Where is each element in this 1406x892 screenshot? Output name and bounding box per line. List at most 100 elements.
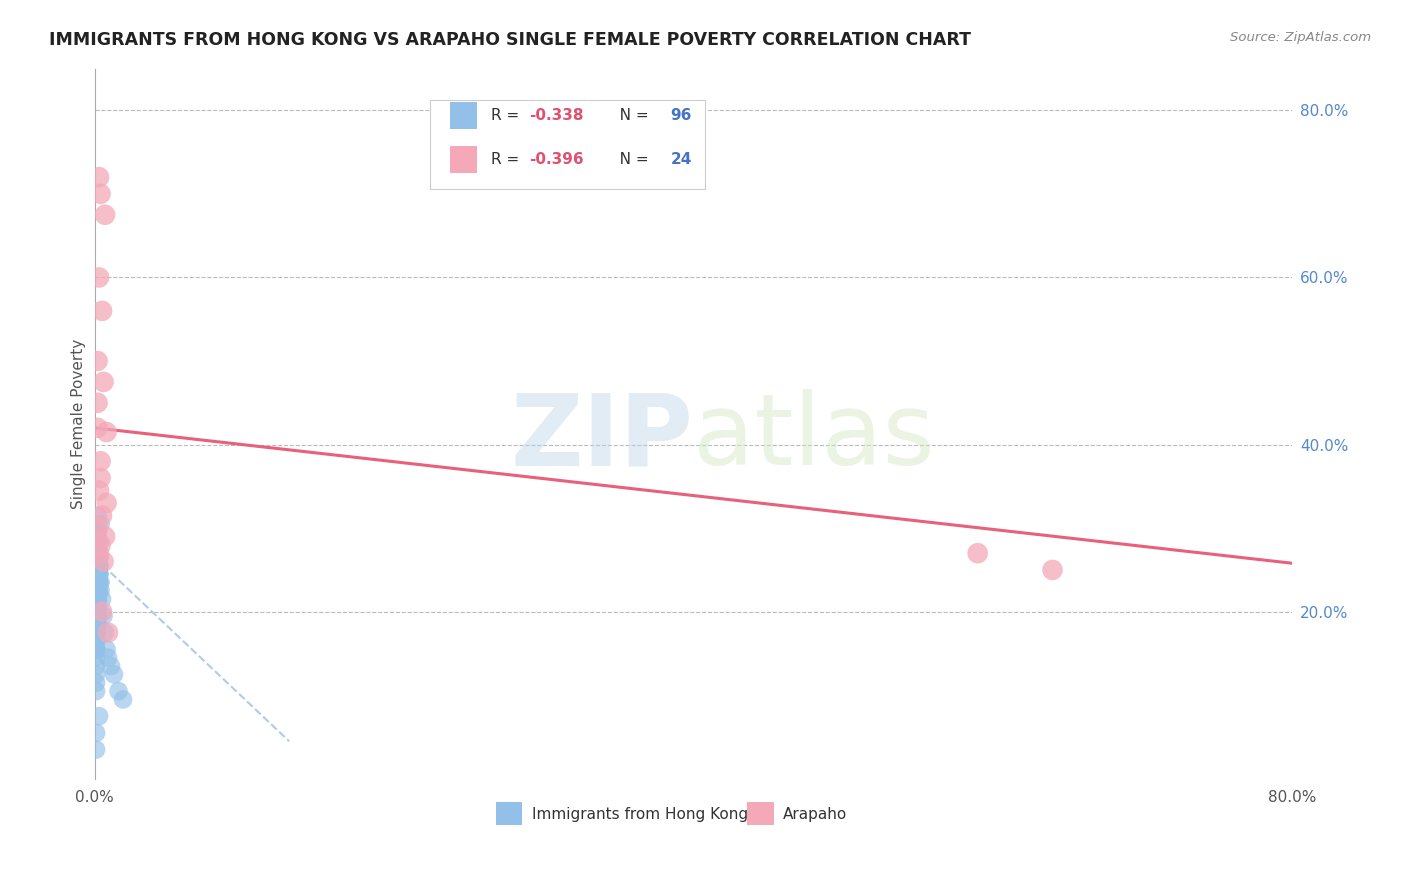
Point bbox=[86, 558, 108, 573]
Point bbox=[84, 600, 107, 615]
Point bbox=[84, 617, 107, 632]
Point bbox=[87, 558, 110, 573]
Point bbox=[87, 270, 110, 285]
Point bbox=[90, 538, 112, 552]
Point bbox=[91, 508, 114, 523]
Point bbox=[84, 625, 107, 640]
Point bbox=[86, 550, 108, 565]
Point bbox=[91, 304, 114, 318]
Point bbox=[84, 617, 107, 632]
Point bbox=[90, 454, 112, 468]
Point bbox=[84, 642, 107, 657]
FancyBboxPatch shape bbox=[450, 102, 477, 129]
Point bbox=[87, 533, 110, 548]
Point bbox=[84, 625, 107, 640]
Point bbox=[86, 592, 108, 607]
Point bbox=[84, 625, 107, 640]
Point bbox=[86, 396, 108, 410]
Point bbox=[90, 583, 112, 598]
Point bbox=[94, 529, 117, 543]
Point bbox=[86, 600, 108, 615]
Point bbox=[84, 742, 107, 756]
Point bbox=[84, 617, 107, 632]
Point bbox=[84, 659, 107, 673]
Point bbox=[84, 667, 107, 681]
Point bbox=[84, 567, 107, 582]
Point bbox=[90, 186, 112, 201]
Point bbox=[103, 667, 125, 681]
Point bbox=[90, 516, 112, 531]
Point bbox=[93, 375, 115, 389]
Point bbox=[90, 471, 112, 485]
Point bbox=[87, 558, 110, 573]
Text: R =: R = bbox=[491, 152, 524, 167]
Point bbox=[87, 567, 110, 582]
Point bbox=[84, 642, 107, 657]
Point bbox=[86, 558, 108, 573]
Point bbox=[86, 592, 108, 607]
Point bbox=[91, 605, 114, 619]
Point bbox=[87, 567, 110, 582]
Point bbox=[86, 617, 108, 632]
FancyBboxPatch shape bbox=[747, 802, 773, 825]
Point bbox=[86, 592, 108, 607]
Point bbox=[100, 659, 122, 673]
Point bbox=[86, 567, 108, 582]
Point bbox=[84, 542, 107, 557]
Point bbox=[87, 583, 110, 598]
Point bbox=[84, 642, 107, 657]
Point bbox=[97, 625, 120, 640]
Point bbox=[86, 525, 108, 540]
Point bbox=[87, 550, 110, 565]
Point bbox=[86, 592, 108, 607]
Point bbox=[87, 709, 110, 723]
Point bbox=[87, 558, 110, 573]
Point bbox=[86, 533, 108, 548]
Point bbox=[86, 525, 108, 540]
Point bbox=[86, 421, 108, 435]
Point bbox=[94, 625, 117, 640]
Point bbox=[87, 575, 110, 590]
Text: N =: N = bbox=[605, 108, 654, 123]
Point bbox=[87, 483, 110, 498]
Point bbox=[96, 496, 118, 510]
Point bbox=[86, 354, 108, 368]
Point bbox=[84, 542, 107, 557]
Point bbox=[84, 575, 107, 590]
Point bbox=[84, 625, 107, 640]
Point bbox=[86, 592, 108, 607]
Point bbox=[111, 692, 134, 706]
Point bbox=[84, 617, 107, 632]
Point bbox=[86, 583, 108, 598]
Point bbox=[86, 600, 108, 615]
Text: Immigrants from Hong Kong: Immigrants from Hong Kong bbox=[531, 807, 748, 822]
Point bbox=[94, 208, 117, 222]
Text: Source: ZipAtlas.com: Source: ZipAtlas.com bbox=[1230, 31, 1371, 45]
Point bbox=[87, 550, 110, 565]
Text: -0.396: -0.396 bbox=[529, 152, 583, 167]
Point bbox=[86, 617, 108, 632]
Point bbox=[86, 542, 108, 557]
Point bbox=[84, 608, 107, 623]
Point bbox=[84, 525, 107, 540]
Point bbox=[87, 170, 110, 185]
FancyBboxPatch shape bbox=[430, 101, 706, 189]
Point bbox=[86, 608, 108, 623]
Point bbox=[1042, 563, 1064, 577]
Point bbox=[93, 608, 115, 623]
Point bbox=[87, 567, 110, 582]
Point bbox=[87, 575, 110, 590]
Text: atlas: atlas bbox=[693, 390, 935, 486]
Point bbox=[87, 567, 110, 582]
Point bbox=[84, 675, 107, 690]
Text: R =: R = bbox=[491, 108, 524, 123]
Point bbox=[87, 546, 110, 560]
Point bbox=[84, 634, 107, 648]
Point bbox=[96, 642, 118, 657]
Point bbox=[86, 542, 108, 557]
Text: 24: 24 bbox=[671, 152, 692, 167]
Point bbox=[84, 684, 107, 698]
Point bbox=[84, 592, 107, 607]
Point bbox=[87, 567, 110, 582]
Point bbox=[90, 575, 112, 590]
